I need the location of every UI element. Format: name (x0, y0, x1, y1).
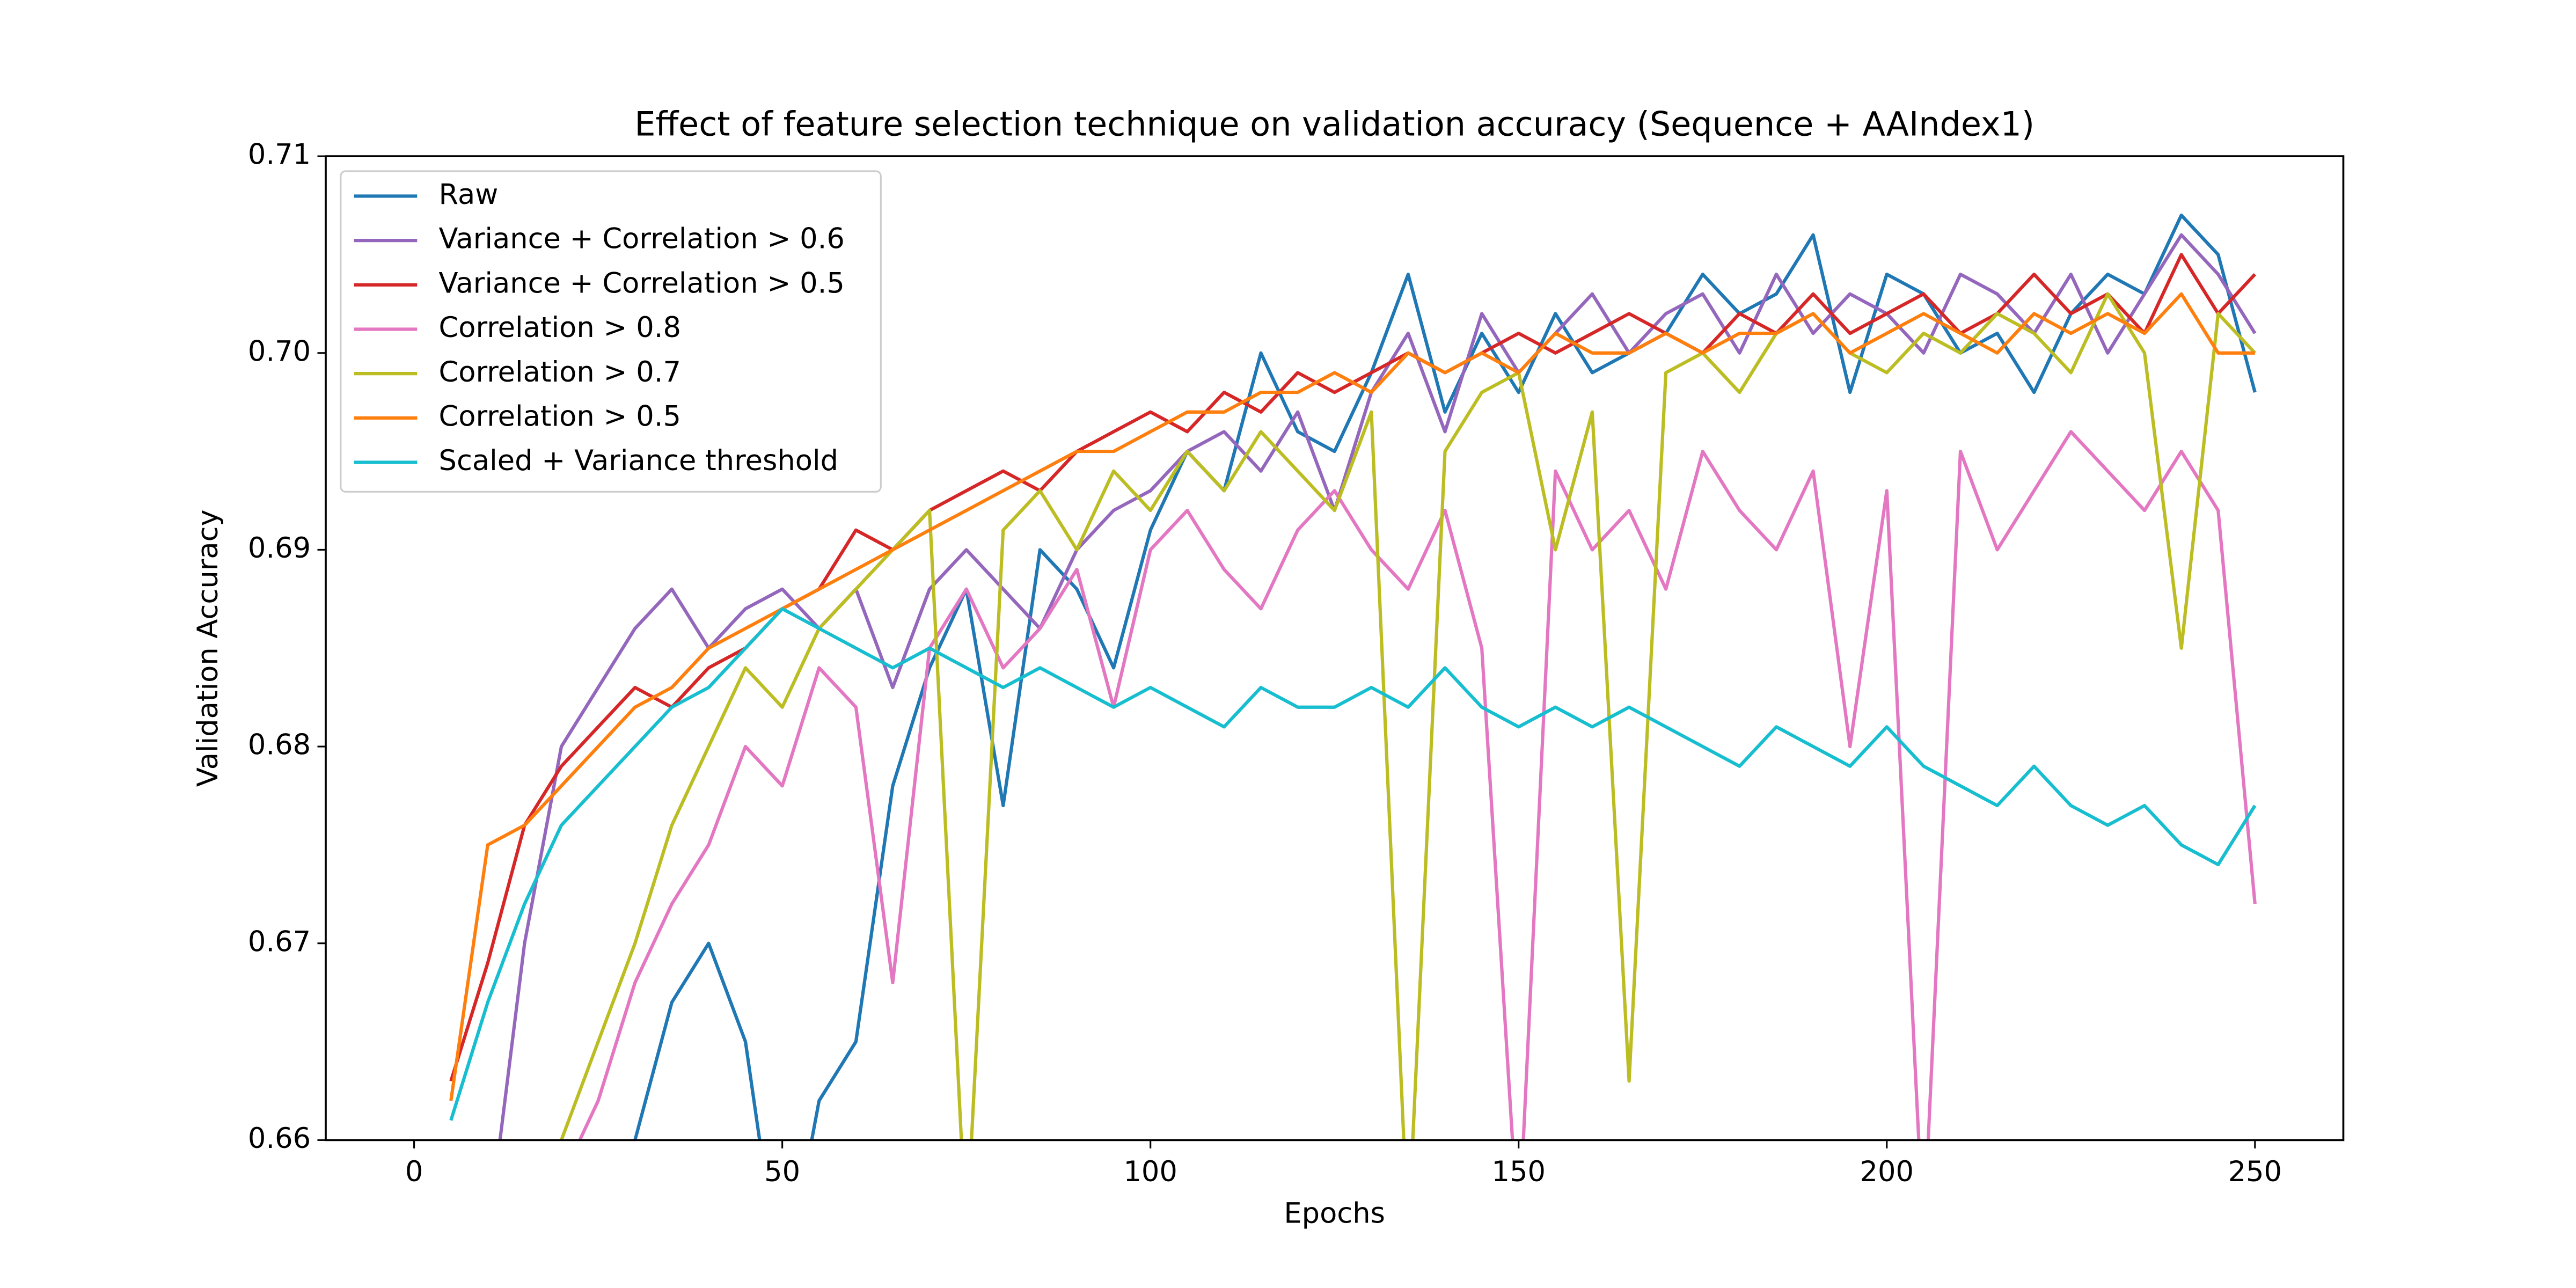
x-tick-label: 200 (1860, 1155, 1914, 1188)
legend-label: Variance + Correlation > 0.5 (439, 267, 845, 299)
y-tick-label: 0.70 (248, 335, 311, 368)
legend-label: Correlation > 0.8 (439, 311, 681, 344)
y-tick-label: 0.68 (248, 729, 311, 762)
chart-title: Effect of feature selection technique on… (634, 105, 2035, 143)
legend-label: Variance + Correlation > 0.6 (439, 223, 845, 255)
legend-label: Raw (439, 178, 499, 211)
x-tick-label: 250 (2228, 1155, 2282, 1188)
x-tick-label: 100 (1123, 1155, 1177, 1188)
x-tick-label: 0 (405, 1155, 423, 1188)
x-tick-label: 50 (764, 1155, 800, 1188)
x-tick-label: 150 (1492, 1155, 1546, 1188)
y-tick-label: 0.69 (248, 532, 311, 565)
series-line (559, 292, 2257, 1140)
series-line (577, 430, 2257, 1140)
series-line (449, 607, 2257, 1121)
y-axis-label: Validation Accuracy (192, 509, 224, 787)
series-line (449, 292, 2255, 1101)
series-line (498, 233, 2257, 1140)
legend: Raw Variance + Correlation > 0.6 Variance … (340, 170, 882, 493)
y-tick-label: 0.66 (248, 1122, 311, 1155)
plot-frame (325, 155, 2345, 1141)
y-tick-label: 0.71 (248, 138, 311, 171)
series-line (633, 213, 2257, 1140)
legend-label: Scaled + Variance threshold (439, 444, 838, 477)
y-tick-label: 0.67 (248, 925, 311, 958)
legend-label: Correlation > 0.5 (439, 400, 681, 433)
plot-lines (449, 213, 2257, 1140)
x-axis-label: Epochs (1284, 1197, 1385, 1230)
legend-label: Correlation > 0.7 (439, 356, 681, 389)
legend-box (340, 170, 882, 493)
